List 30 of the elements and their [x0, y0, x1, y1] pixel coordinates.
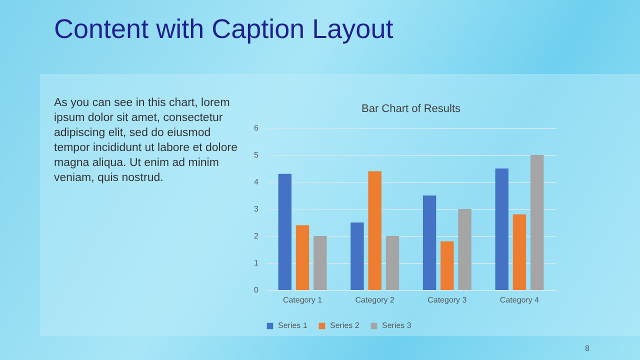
- legend-label: Series 2: [330, 321, 360, 330]
- bar: [512, 214, 526, 290]
- text: As you can see in this chart, lorem ipsum dolor sit amet, consectetur adipiscing elit, sed do eiusmod tempor incididunt ut labore et dolore magna aliqua. Ut enim ad minim veniam, quis nostrud.: [54, 96, 238, 186]
- bar: [296, 225, 310, 290]
- chart-title: Content with Caption Layout: [54, 14, 394, 45]
- bar: [386, 236, 400, 290]
- y-tick-label: 1: [254, 258, 260, 268]
- chart-subtitle: Bar Chart of Results: [361, 103, 462, 115]
- x-tick-label: Category 3: [428, 296, 468, 304]
- x-tick-label: Category 2: [355, 296, 395, 304]
- legend-label: Series 3: [382, 321, 412, 330]
- bar: [278, 174, 292, 290]
- legend-label: Series 1: [278, 321, 308, 330]
- bar: [530, 155, 544, 290]
- y-tick-label: 5: [254, 150, 260, 160]
- x-tick-label: Category 1: [282, 296, 323, 304]
- text: 8: [585, 344, 590, 353]
- bar: [422, 196, 436, 290]
- bar: [495, 168, 508, 290]
- y-tick-label: 0: [254, 286, 260, 294]
- bar: [368, 171, 382, 290]
- x-tick-label: Category 4: [500, 296, 540, 304]
- y-tick-label: 6: [254, 124, 260, 132]
- y-tick-label: 3: [254, 204, 260, 214]
- bar: [314, 236, 327, 290]
- y-tick-label: 4: [254, 178, 260, 186]
- bar: [440, 241, 454, 290]
- bar: [350, 222, 364, 290]
- y-tick-label: 2: [254, 232, 260, 240]
- bar: [458, 209, 472, 290]
